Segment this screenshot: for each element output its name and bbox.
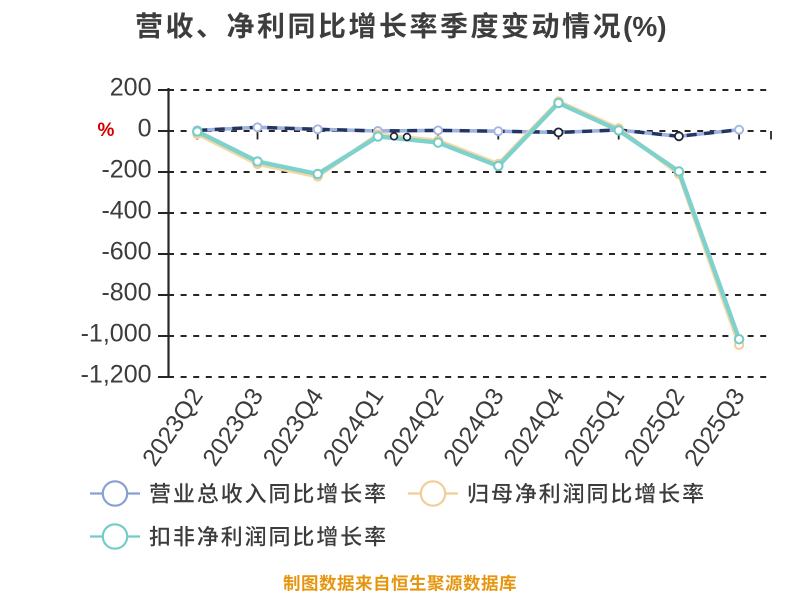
svg-text:-1,000: -1,000 — [81, 319, 152, 347]
svg-text:0: 0 — [138, 114, 152, 142]
svg-text:-1,200: -1,200 — [81, 360, 152, 388]
svg-text:(%): (%) — [623, 11, 667, 42]
svg-text:-800: -800 — [101, 278, 151, 306]
svg-text:-400: -400 — [101, 196, 151, 224]
svg-text:-600: -600 — [101, 237, 151, 265]
svg-text:200: 200 — [110, 73, 152, 101]
svg-text:-200: -200 — [101, 155, 151, 183]
svg-text:%: % — [98, 120, 115, 141]
